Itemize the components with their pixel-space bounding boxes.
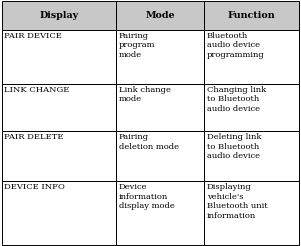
Text: Displaying
vehicle's
Bluetooth unit
information: Displaying vehicle's Bluetooth unit info… (206, 183, 267, 220)
Text: Display: Display (39, 11, 79, 20)
Text: Function: Function (228, 11, 276, 20)
Text: PAIR DELETE: PAIR DELETE (4, 133, 64, 141)
Text: PAIR DEVICE: PAIR DEVICE (4, 31, 62, 40)
Text: Changing link
to Bluetooth
audio device: Changing link to Bluetooth audio device (206, 86, 266, 113)
Bar (204, 181, 299, 245)
Text: Device
information
display mode: Device information display mode (119, 183, 174, 210)
Text: Mode: Mode (145, 11, 175, 20)
Text: Pairing
program
mode: Pairing program mode (119, 31, 155, 59)
Bar (204, 30, 299, 84)
Text: DEVICE INFO: DEVICE INFO (4, 183, 65, 191)
Bar (2, 131, 116, 181)
Bar (2, 1, 116, 30)
Bar (116, 1, 204, 30)
Text: Bluetooth
audio device
programming: Bluetooth audio device programming (206, 31, 264, 59)
Bar (2, 84, 116, 131)
Bar (204, 1, 299, 30)
Bar (204, 131, 299, 181)
Bar (2, 30, 116, 84)
Bar (2, 181, 116, 245)
Bar (116, 30, 204, 84)
Bar (116, 84, 204, 131)
Text: Pairing
deletion mode: Pairing deletion mode (119, 133, 178, 151)
Text: Deleting link
to Bluetooth
audio device: Deleting link to Bluetooth audio device (206, 133, 261, 160)
Bar (116, 181, 204, 245)
Bar (116, 131, 204, 181)
Text: LINK CHANGE: LINK CHANGE (4, 86, 69, 94)
Text: Link change
mode: Link change mode (119, 86, 170, 103)
Bar (204, 84, 299, 131)
